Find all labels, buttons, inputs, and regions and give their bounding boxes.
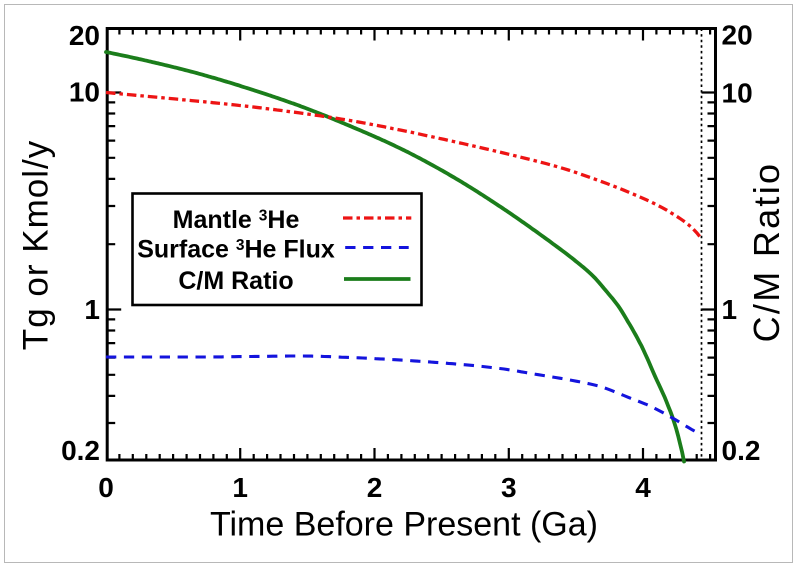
svg-text:1: 1 — [84, 294, 100, 325]
svg-text:0: 0 — [98, 472, 114, 503]
svg-text:1: 1 — [232, 472, 248, 503]
svg-text:10: 10 — [722, 78, 753, 109]
svg-text:Mantle 3He: Mantle 3He — [173, 206, 300, 234]
svg-text:3: 3 — [501, 472, 517, 503]
svg-text:C/M Ratio: C/M Ratio — [746, 162, 787, 343]
svg-text:20: 20 — [722, 20, 753, 51]
svg-text:20: 20 — [69, 20, 100, 51]
svg-text:0.2: 0.2 — [61, 435, 100, 466]
svg-text:0.2: 0.2 — [722, 435, 761, 466]
svg-text:4: 4 — [635, 472, 651, 503]
svg-text:2: 2 — [367, 472, 383, 503]
svg-text:Time Before Present (Ga): Time Before Present (Ga) — [210, 506, 598, 544]
svg-text:10: 10 — [69, 77, 100, 108]
svg-text:Tg or Kmol/y: Tg or Kmol/y — [17, 140, 56, 350]
svg-text:C/M Ratio: C/M Ratio — [178, 267, 293, 295]
svg-text:1: 1 — [722, 294, 738, 325]
